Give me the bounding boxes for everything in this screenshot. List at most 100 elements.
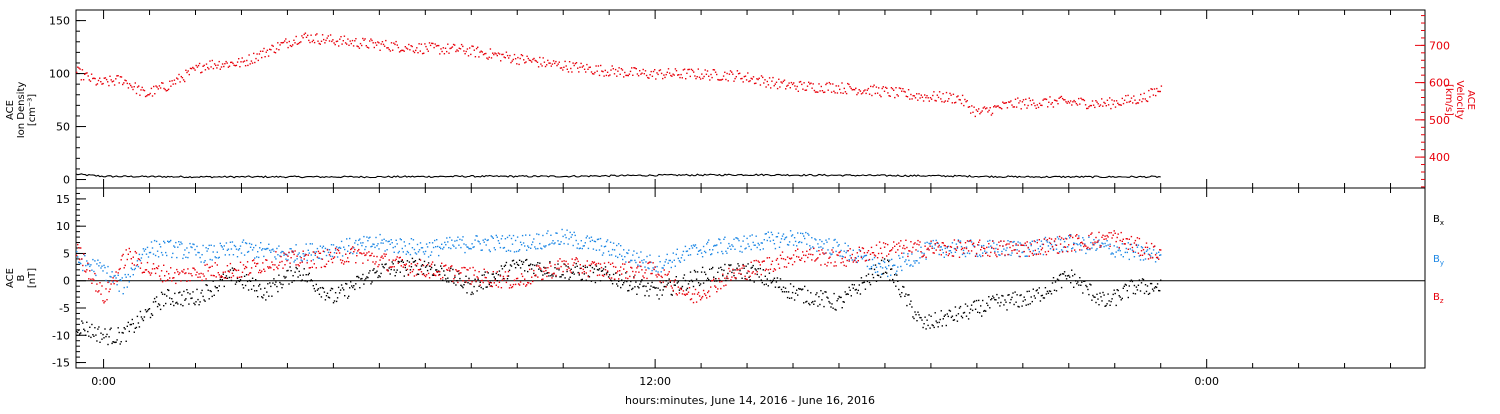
bx-point — [612, 273, 615, 276]
by-point — [196, 245, 198, 248]
velocity-point — [574, 62, 577, 65]
by-point — [1050, 243, 1053, 246]
by-point — [1069, 237, 1071, 239]
bx-point — [827, 297, 829, 299]
density-axis-label: ACE Ion Density [cm⁻³] — [5, 82, 38, 139]
bz-point — [493, 282, 495, 284]
bx-point — [515, 261, 518, 264]
bz-point — [838, 251, 840, 254]
bz-point — [928, 249, 930, 251]
bx-point — [522, 261, 525, 263]
bz-point — [309, 267, 311, 269]
velocity-point — [1007, 101, 1010, 103]
bx-point — [111, 342, 113, 345]
bz-point — [906, 246, 908, 249]
velocity-point — [650, 70, 652, 73]
bz-point — [554, 263, 556, 266]
by-point — [512, 234, 515, 237]
bx-point — [1005, 301, 1007, 303]
bz-point — [579, 264, 581, 266]
bz-point — [175, 282, 177, 285]
bx-point — [1067, 275, 1069, 277]
by-point — [364, 248, 366, 251]
by-point — [154, 254, 157, 257]
bx-point — [542, 274, 544, 276]
velocity-point — [810, 82, 812, 84]
bx-point — [695, 278, 698, 280]
by-point — [748, 245, 750, 248]
bz-point — [321, 258, 324, 260]
velocity-point — [572, 62, 574, 64]
bz-point — [555, 274, 557, 277]
velocity-point — [272, 45, 274, 47]
bz-point — [1062, 238, 1065, 240]
velocity-point — [1038, 102, 1041, 105]
bz-point — [302, 250, 304, 252]
bx-point — [950, 316, 953, 319]
by-point — [531, 243, 533, 246]
bz-point — [440, 278, 442, 280]
bx-point — [972, 301, 975, 303]
bz-point — [510, 286, 513, 289]
by-point — [700, 252, 703, 254]
velocity-point — [731, 71, 733, 73]
bz-point — [592, 262, 595, 264]
bx-point — [479, 281, 481, 283]
velocity-point — [836, 92, 839, 94]
bz-point — [257, 262, 259, 265]
by-point — [1063, 240, 1066, 243]
bx-point — [883, 258, 886, 260]
bx-point — [930, 315, 932, 317]
velocity-point — [362, 37, 364, 40]
bz-point — [1014, 249, 1016, 251]
bz-point — [181, 270, 183, 272]
by-point — [177, 246, 179, 248]
bz-point — [132, 256, 134, 258]
bx-point — [1045, 293, 1048, 295]
by-point — [398, 250, 400, 253]
bx-point — [191, 297, 193, 299]
bx-point — [1105, 304, 1107, 307]
by-point — [1012, 241, 1014, 243]
bx-point — [858, 284, 860, 286]
by-point — [1092, 244, 1094, 246]
by-point — [1078, 235, 1080, 237]
bz-point — [267, 266, 269, 268]
by-point — [417, 251, 420, 253]
bx-point — [371, 281, 373, 283]
velocity-point — [871, 94, 873, 97]
bz-point — [953, 239, 956, 241]
by-point — [616, 244, 618, 247]
velocity-point — [235, 64, 238, 67]
bz-point — [557, 260, 559, 262]
bz-point — [912, 246, 914, 249]
velocity-point — [903, 90, 905, 93]
by-point — [1117, 249, 1119, 252]
bx-point — [947, 315, 949, 318]
velocity-point — [506, 54, 509, 57]
bx-point — [798, 287, 800, 290]
bz-point — [1022, 244, 1024, 246]
bx-point — [375, 271, 377, 274]
bx-point — [279, 281, 281, 284]
by-point — [450, 247, 452, 250]
bz-point — [1021, 244, 1023, 246]
velocity-point — [899, 87, 902, 90]
bz-point — [340, 262, 343, 264]
bx-point — [821, 299, 823, 301]
bx-point — [750, 267, 752, 269]
velocity-point — [1002, 101, 1004, 103]
velocity-point — [918, 93, 920, 95]
velocity-point — [1094, 106, 1096, 109]
by-point — [1115, 251, 1117, 253]
by-point — [185, 256, 187, 258]
bz-point — [582, 268, 584, 271]
bz-point — [800, 259, 802, 261]
velocity-point — [324, 42, 326, 44]
bz-point — [269, 266, 271, 268]
bz-point — [147, 270, 150, 273]
velocity-point — [350, 42, 352, 45]
bx-point — [998, 297, 1000, 299]
bz-point — [794, 250, 797, 252]
velocity-point — [265, 51, 267, 53]
